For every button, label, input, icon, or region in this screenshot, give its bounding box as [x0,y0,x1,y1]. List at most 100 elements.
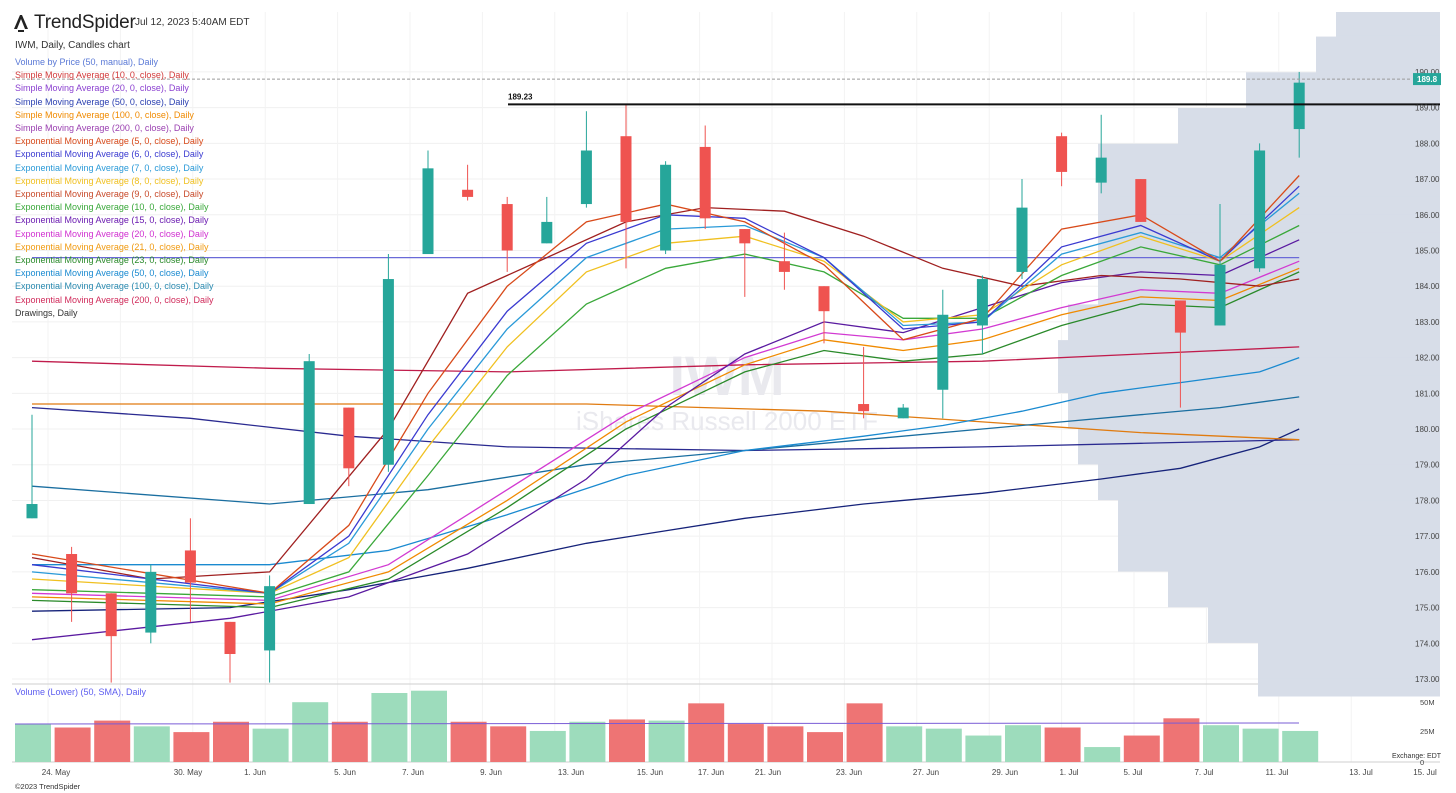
legend-item[interactable]: Volume by Price (50, manual), Daily [15,57,159,67]
volume-bar [15,724,51,762]
date-tick-label: 5. Jun [334,768,356,777]
volume-bar [609,719,645,762]
price-tick-label: 188.00 [1415,139,1440,148]
date-tick-label: 5. Jul [1123,768,1142,777]
price-tick-label: 173.00 [1415,675,1440,684]
candle-body [739,229,751,244]
price-tick-label: 184.00 [1415,282,1440,291]
legend-item[interactable]: Exponential Moving Average (15, 0, close… [15,215,209,226]
moving-average-line [31,185,1300,594]
volume-bar [767,726,804,762]
moving-average-line [31,206,1300,580]
price-tick-label: 183.00 [1415,318,1440,327]
brand-name: TrendSpider [34,12,136,33]
date-tick-label: 21. Jun [755,768,781,777]
volume-bar [1123,735,1160,762]
legend-item[interactable]: Exponential Moving Average (5, 0, close)… [15,136,204,147]
candle-body [462,189,474,197]
volume-tick-label: 0 [1420,758,1424,767]
volume-bar [94,720,131,762]
date-tick-label: 13. Jul [1349,768,1373,777]
volume-bar [1044,727,1081,762]
date-axis: 24. May 30. May 1. Jun 5. Jun 7. Jun 9. Jun 13… [42,768,1437,777]
volume-bar [1203,725,1239,762]
legend-item[interactable]: Exponential Moving Average (6, 0, close)… [15,149,204,160]
legend-item[interactable]: Simple Moving Average (10, 0, close), Da… [15,70,189,81]
date-tick-label: 29. Jun [992,768,1018,777]
last-price-label: 189.8 [1417,75,1438,84]
symbol-watermark: IWM iShares Russell 2000 ETF [576,344,878,436]
moving-average-line [31,175,1300,594]
date-tick-label: 1. Jun [244,768,266,777]
volume-bar [529,730,566,762]
legend-item[interactable]: Simple Moving Average (20, 0, close), Da… [15,83,189,94]
vbp-bar [1336,12,1440,19]
legend-item[interactable]: Exponential Moving Average (20, 0, close… [15,228,209,239]
candle-body [937,314,949,390]
moving-average-line [31,192,1300,594]
candle-body [660,164,672,251]
candle-body [26,504,38,519]
legend-item[interactable]: Exponential Moving Average (7, 0, close)… [15,162,204,173]
price-tick-label: 187.00 [1415,175,1440,184]
candle-body [1056,136,1068,172]
legend-item[interactable]: Exponential Moving Average (100, 0, clos… [15,281,214,292]
legend-item[interactable]: Exponential Moving Average (10, 0, close… [15,202,209,213]
chart-datetime: Jul 12, 2023 5:40AM EDT [135,17,250,28]
volume-bar [727,724,764,762]
candle-body [1214,264,1226,326]
volume-bar [133,726,170,762]
volume-bar [807,732,843,762]
date-tick-label: 15. Jun [637,768,663,777]
volume-bar [925,728,962,762]
legend-item[interactable]: Exponential Moving Average (23, 0, close… [15,255,209,266]
volume-bar [450,721,487,762]
legend-item[interactable]: Simple Moving Average (100, 0, close), D… [15,109,194,120]
price-tick-label: 174.00 [1415,639,1440,648]
candle-body [303,361,315,505]
candle-body [184,550,196,583]
date-tick-label: 15. Jul [1413,768,1437,777]
candle-body [818,286,830,312]
legend-item[interactable]: Simple Moving Average (200, 0, close), D… [15,123,194,134]
volume-bar [292,702,329,762]
legend-item[interactable]: Simple Moving Average (50, 0, close), Da… [15,96,189,107]
candle-body [105,593,117,637]
candle-body [501,204,513,251]
candle-body [541,221,553,244]
legend-item[interactable]: Exponential Moving Average (9, 0, close)… [15,189,204,200]
volume-tick-label: 50M [1420,698,1435,707]
moving-average-line [31,239,1300,641]
date-tick-label: 7. Jun [402,768,424,777]
price-tick-label: 185.00 [1415,246,1440,255]
moving-average-line [31,271,1300,609]
price-tick-label: 182.00 [1415,354,1440,363]
volume-bar [1282,730,1319,762]
legend-item[interactable]: Exponential Moving Average (50, 0, close… [15,268,209,279]
candle-body [778,261,790,272]
volume-bar [886,726,923,762]
price-tick-label: 190.00 [1415,68,1440,77]
symbol-line: IWM, Daily, Candles chart [15,40,130,51]
legend-item[interactable]: Drawings, Daily [15,307,78,318]
resistance-drawing[interactable]: 189.23 [12,78,1440,106]
legend-item[interactable]: Exponential Moving Average (21, 0, close… [15,241,209,252]
volume-bar [569,721,606,762]
volume-bar [1163,718,1200,762]
candle-body [858,404,870,412]
legend-item[interactable]: Exponential Moving Average (8, 0, close)… [15,175,204,186]
candle-body [343,407,355,469]
legend-item[interactable]: Exponential Moving Average (200, 0, clos… [15,294,214,305]
last-price-marker [1413,73,1441,86]
candle-body [897,407,909,419]
volume-sma-line [14,722,1300,725]
date-tick-label: 9. Jun [480,768,502,777]
candle-body [382,279,394,465]
volume-legend[interactable]: Volume (Lower) (50, SMA), Daily [15,687,147,697]
exchange-label: Exchange: EDT [1392,753,1442,760]
candle-body [1135,179,1147,222]
candle-body [66,554,78,594]
price-tick-label: 175.00 [1415,604,1440,613]
volume-bar [371,693,408,762]
